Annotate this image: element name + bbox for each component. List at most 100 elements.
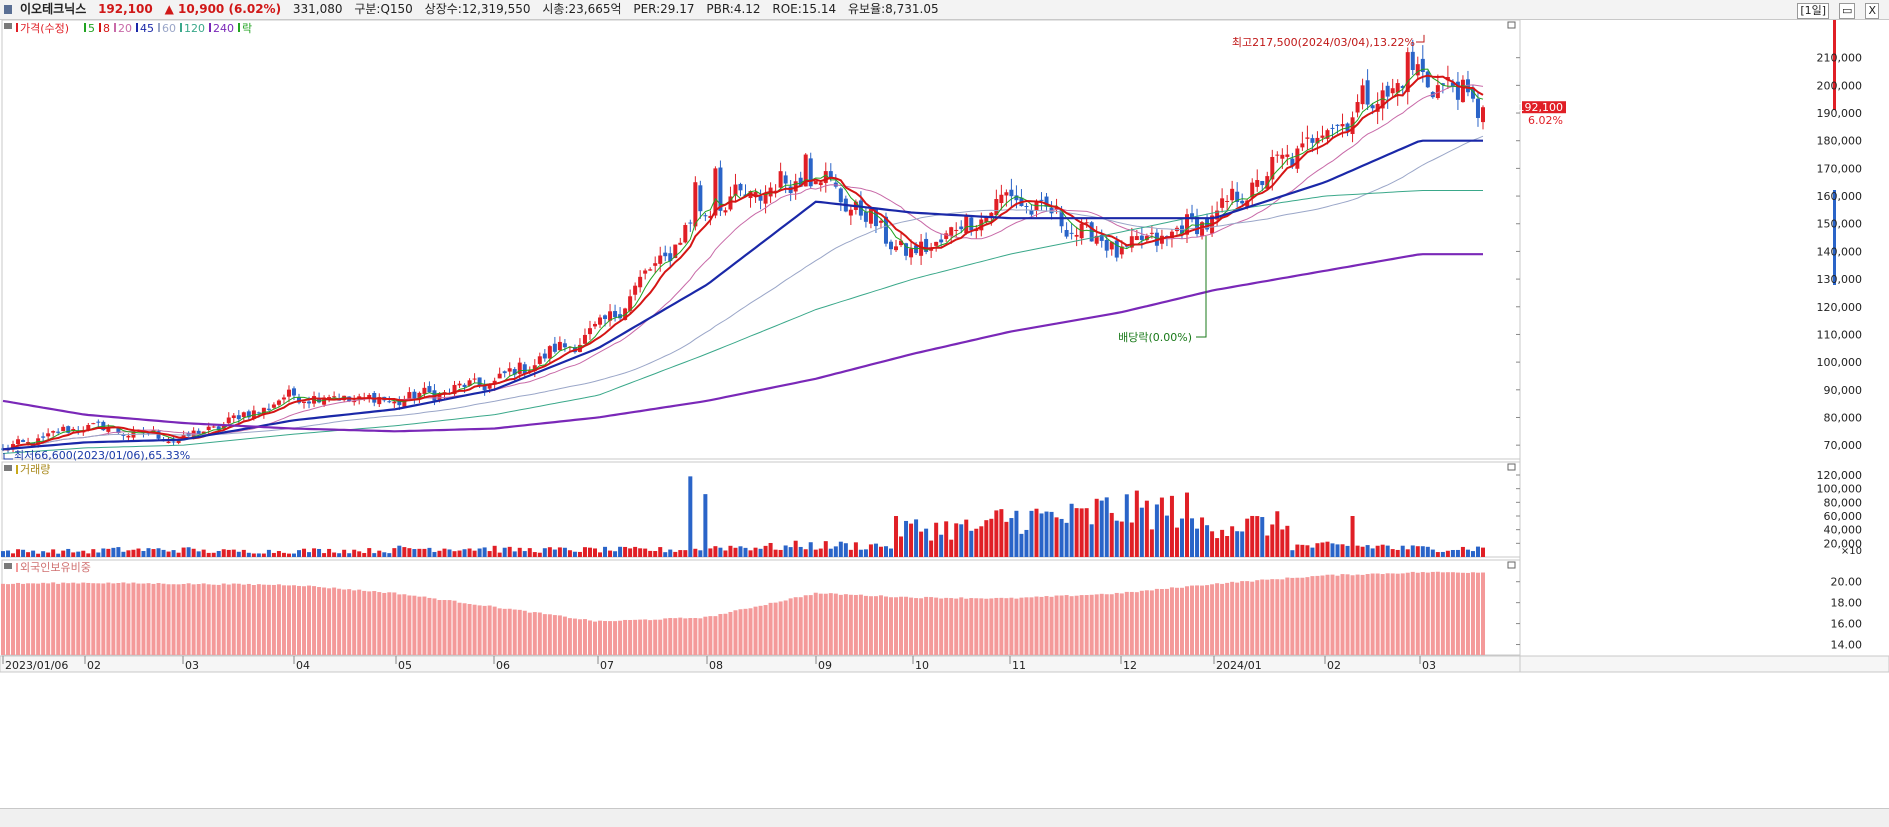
volume-bar xyxy=(1154,504,1159,557)
panel-icon[interactable] xyxy=(4,5,12,14)
volume-bar xyxy=(668,549,673,557)
candle-body xyxy=(332,396,337,398)
candle-body xyxy=(1129,236,1134,248)
foreign-bar xyxy=(808,595,813,655)
volume-bar xyxy=(1335,544,1340,557)
volume-bar xyxy=(392,548,397,557)
pbr: PBR:4.12 xyxy=(706,2,761,16)
volume-bar xyxy=(482,547,487,557)
candle-body xyxy=(527,370,532,372)
foreign-bar xyxy=(261,584,266,655)
foreign-bar xyxy=(51,582,56,655)
candle-body xyxy=(266,408,271,410)
volume-bar xyxy=(623,546,628,557)
foreign-bar xyxy=(1029,597,1034,655)
candle-body xyxy=(482,386,487,391)
foreign-bar xyxy=(91,583,96,655)
volume-bar xyxy=(1119,521,1124,557)
candle-body xyxy=(96,421,101,423)
volume-bar xyxy=(683,550,688,557)
close-icon[interactable]: X xyxy=(1865,3,1879,19)
foreign-bar xyxy=(853,594,858,655)
foreign-bar xyxy=(276,584,281,655)
candle-body xyxy=(206,426,211,430)
volume-bar xyxy=(427,547,432,557)
candle-body xyxy=(894,246,899,251)
foreign-bar xyxy=(598,620,603,655)
foreign-bar xyxy=(904,596,909,655)
candle-body xyxy=(201,431,206,435)
volume-bar xyxy=(241,549,246,557)
candle-body xyxy=(307,401,312,404)
candle-body xyxy=(753,192,758,196)
foreign-bar xyxy=(703,616,708,655)
period-button[interactable]: [1일] xyxy=(1797,3,1830,19)
volume-y-tick-label: 120,000 xyxy=(1817,469,1863,482)
candle-body xyxy=(758,195,763,201)
candle-body xyxy=(1099,234,1104,241)
volume-bar xyxy=(1420,546,1425,557)
volume-bar xyxy=(853,542,858,557)
foreign-bar xyxy=(1465,572,1470,655)
foreign-bar xyxy=(1084,595,1089,655)
volume-bar xyxy=(291,553,296,557)
minimize-icon[interactable]: ▭ xyxy=(1839,3,1856,19)
candle-body xyxy=(1295,148,1300,169)
candle-body xyxy=(693,182,698,227)
price-y-tick-label: 200,000 xyxy=(1817,79,1863,92)
candle-body xyxy=(663,252,668,257)
x-axis-label: 09 xyxy=(818,659,832,672)
candle-body xyxy=(738,183,743,191)
price-range-marker xyxy=(1833,20,1836,110)
volume-bar xyxy=(808,542,813,557)
candle-body xyxy=(131,429,136,438)
volume-bar xyxy=(969,530,974,557)
candle-body xyxy=(1375,103,1380,112)
candle-body xyxy=(1380,90,1385,109)
volume-bar xyxy=(317,548,322,557)
candle-body xyxy=(1475,98,1480,118)
volume-bar xyxy=(758,548,763,557)
candle-body xyxy=(1004,192,1009,196)
volume-bar xyxy=(1099,500,1104,557)
candle-body xyxy=(1094,235,1099,244)
volume-bar xyxy=(863,549,868,557)
volume-bar xyxy=(276,551,281,557)
price-y-tick-label: 140,000 xyxy=(1817,245,1863,258)
volume-bar xyxy=(803,549,808,557)
candle-body xyxy=(1119,246,1124,255)
foreign-bar xyxy=(221,583,226,655)
foreign-bar xyxy=(989,598,994,655)
candle-body xyxy=(387,401,392,403)
foreign-bar xyxy=(332,587,337,655)
foreign-bar xyxy=(1179,587,1184,655)
volume-bar xyxy=(1029,510,1034,557)
foreign-bar xyxy=(1009,597,1014,655)
foreign-bar xyxy=(427,597,432,655)
candle-body xyxy=(813,181,818,185)
foreign-bar xyxy=(743,608,748,655)
candle-body xyxy=(427,386,432,393)
candle-body xyxy=(1260,180,1265,186)
volume-bar xyxy=(823,541,828,557)
candle-body xyxy=(1315,137,1320,144)
volume-bar xyxy=(86,553,91,557)
candle-body xyxy=(989,212,994,217)
price-y-tick-label: 120,000 xyxy=(1817,301,1863,314)
volume-bar xyxy=(1129,522,1134,557)
candle-body xyxy=(352,400,357,403)
candle-body xyxy=(1149,232,1154,234)
foreign-bar xyxy=(878,595,883,655)
volume-bar xyxy=(256,553,261,557)
legend-swatch-ma8 xyxy=(99,23,101,32)
volume-bar xyxy=(111,547,116,557)
foreign-bars xyxy=(1,571,1485,655)
volume-bar xyxy=(593,548,597,557)
foreign-bar xyxy=(1395,573,1400,655)
scrollbar[interactable] xyxy=(0,808,1889,827)
candle-body xyxy=(106,427,111,432)
foreign-bar xyxy=(783,600,788,655)
foreign-bar xyxy=(1210,584,1215,655)
current-price-tag-text: 192,100 xyxy=(1518,101,1564,114)
